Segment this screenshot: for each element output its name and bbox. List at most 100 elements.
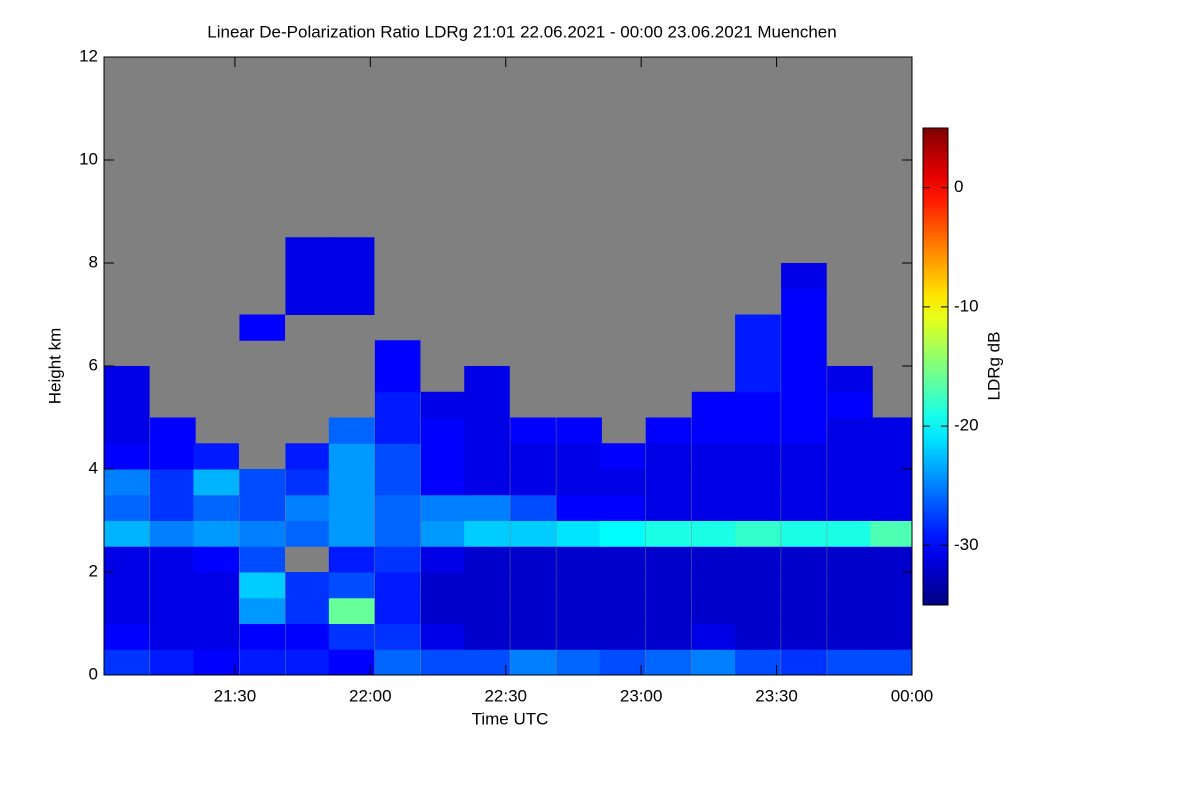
heatmap-cell — [781, 520, 827, 547]
heatmap-cell — [735, 469, 781, 496]
heatmap-cell — [645, 597, 692, 624]
heatmap-cell — [870, 417, 912, 444]
heatmap-cell — [104, 443, 150, 470]
heatmap-cell — [691, 520, 738, 547]
heatmap-cell — [645, 417, 692, 444]
heatmap-cell — [556, 494, 602, 521]
heatmap-cell — [870, 469, 912, 496]
heatmap-cell — [374, 417, 421, 444]
heatmap-cell — [328, 494, 375, 521]
heatmap-cell — [645, 649, 692, 675]
heatmap-cell — [193, 649, 239, 675]
heatmap-cell — [328, 263, 375, 290]
colorbar — [922, 127, 949, 606]
heatmap-cell — [510, 572, 556, 599]
y-tick-label: 10 — [79, 149, 98, 168]
heatmap-cell — [599, 520, 646, 547]
y-tick-label: 6 — [89, 355, 98, 374]
heatmap-cell — [510, 469, 556, 496]
heatmap-cell — [870, 520, 912, 547]
heatmap-cell — [556, 417, 602, 444]
heatmap-cell — [735, 366, 781, 393]
heatmap-cell — [827, 546, 873, 573]
heatmap-cell — [420, 623, 467, 650]
heatmap-cell — [150, 649, 196, 675]
heatmap-cell — [870, 597, 912, 624]
heatmap-cell — [464, 494, 510, 521]
heatmap-cell — [599, 469, 646, 496]
heatmap-cell — [285, 597, 332, 624]
heatmap-cell — [328, 443, 375, 470]
heatmap-cell — [735, 649, 781, 675]
heatmap-cell — [827, 391, 873, 418]
heatmap-cell — [781, 469, 827, 496]
y-tick-label: 2 — [89, 561, 98, 580]
heatmap-cell — [374, 443, 421, 470]
heatmap-cell — [104, 546, 150, 573]
heatmap-cell — [420, 417, 467, 444]
heatmap-cell — [556, 520, 602, 547]
heatmap-cell — [328, 520, 375, 547]
heatmap-cell — [285, 443, 332, 470]
heatmap-cell — [827, 597, 873, 624]
heatmap-cell — [735, 340, 781, 367]
heatmap-cell — [104, 366, 150, 393]
heatmap-cell — [691, 391, 738, 418]
heatmap-cell — [464, 417, 510, 444]
heatmap-cell — [645, 443, 692, 470]
heatmap-cell — [510, 597, 556, 624]
heatmap-cell — [691, 417, 738, 444]
colorbar-tick-label: -30 — [954, 535, 979, 554]
heatmap-cell — [691, 469, 738, 496]
heatmap-cell — [374, 366, 421, 393]
heatmap-cell — [870, 546, 912, 573]
heatmap-cells — [104, 237, 912, 675]
heatmap-cell — [464, 572, 510, 599]
heatmap-cell — [285, 494, 332, 521]
heatmap-cell — [374, 340, 421, 367]
colorbar-label: LDRg dB — [984, 332, 1003, 401]
x-tick-label: 23:00 — [620, 686, 663, 705]
heatmap-cell — [510, 649, 556, 675]
heatmap-cell — [193, 469, 239, 496]
heatmap-cell — [464, 469, 510, 496]
heatmap-cell — [781, 391, 827, 418]
heatmap-cell — [239, 572, 286, 599]
heatmap-cell — [285, 263, 332, 290]
heatmap-cell — [193, 546, 239, 573]
heatmap-cell — [556, 546, 602, 573]
heatmap-cell — [420, 649, 467, 675]
heatmap-cell — [104, 623, 150, 650]
heatmap-cell — [691, 494, 738, 521]
heatmap-cell — [239, 597, 286, 624]
heatmap-cell — [510, 520, 556, 547]
heatmap-cell — [870, 649, 912, 675]
heatmap-cell — [420, 469, 467, 496]
heatmap-cell — [781, 649, 827, 675]
heatmap-cell — [645, 469, 692, 496]
heatmap-cell — [464, 391, 510, 418]
heatmap-cell — [464, 520, 510, 547]
heatmap-cell — [285, 469, 332, 496]
heatmap-cell — [599, 443, 646, 470]
heatmap-cell — [150, 572, 196, 599]
heatmap-cell — [691, 623, 738, 650]
heatmap-cell — [193, 572, 239, 599]
heatmap-cell — [556, 597, 602, 624]
heatmap-cell — [285, 623, 332, 650]
heatmap-cell — [781, 443, 827, 470]
heatmap-cell — [645, 623, 692, 650]
heatmap-cell — [691, 649, 738, 675]
heatmap-cell — [870, 572, 912, 599]
heatmap-cell — [870, 623, 912, 650]
y-tick-label: 0 — [89, 664, 98, 683]
heatmap-cell — [420, 572, 467, 599]
heatmap-cell — [285, 237, 332, 264]
heatmap-cell — [150, 546, 196, 573]
heatmap-cell — [645, 520, 692, 547]
heatmap-cell — [374, 649, 421, 675]
heatmap-cell — [781, 366, 827, 393]
heatmap-cell — [735, 520, 781, 547]
chart-title: Linear De-Polarization Ratio LDRg 21:01 … — [207, 22, 836, 41]
